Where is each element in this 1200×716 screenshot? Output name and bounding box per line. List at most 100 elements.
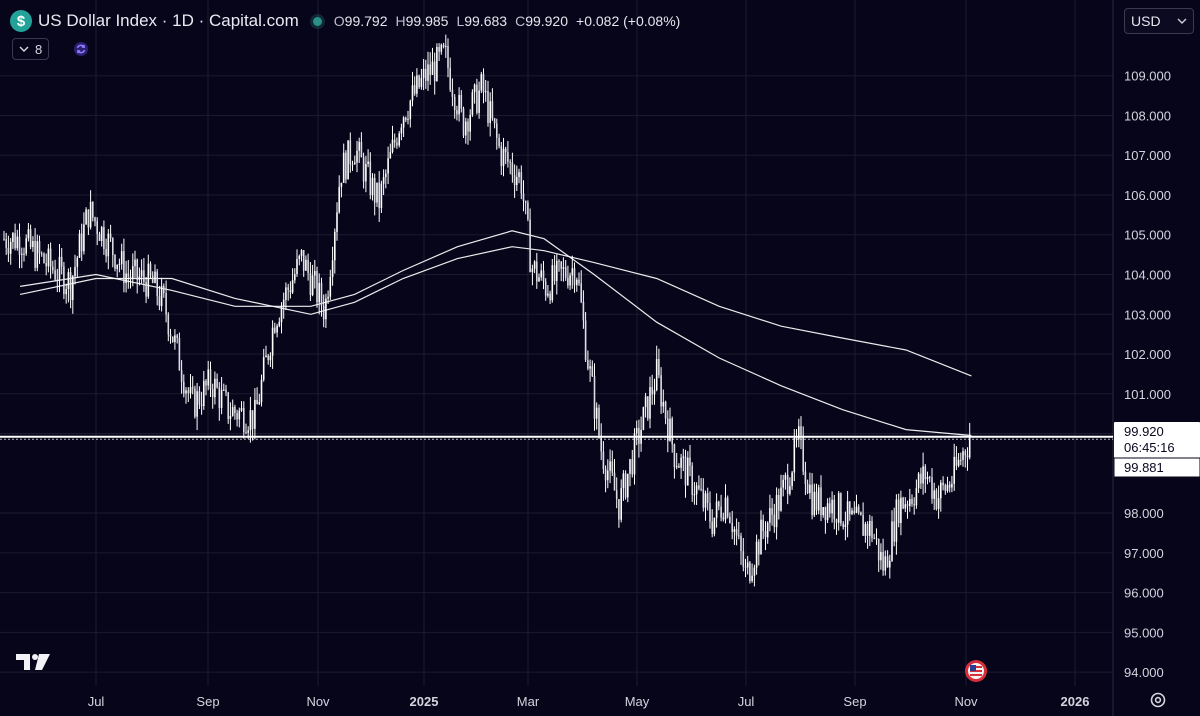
sync-icon[interactable] bbox=[73, 41, 89, 57]
candle-body bbox=[287, 287, 289, 290]
open-value: O99.792 bbox=[334, 13, 388, 29]
candle-body bbox=[700, 488, 702, 490]
candle-body bbox=[174, 335, 176, 342]
candle-body bbox=[802, 435, 804, 472]
x-axis[interactable]: Jul Sep Nov 2025 Mar May Jul Sep Nov 2026 bbox=[88, 694, 1090, 709]
y-tick-label: 102.000 bbox=[1124, 347, 1171, 362]
candle-body bbox=[524, 201, 527, 203]
x-tick-label: Nov bbox=[306, 694, 330, 709]
market-status-icon bbox=[312, 16, 322, 26]
candle-body bbox=[431, 61, 434, 75]
candle-body bbox=[598, 407, 600, 436]
tradingview-logo-icon[interactable] bbox=[16, 652, 52, 672]
candle-body bbox=[56, 279, 59, 281]
candle-body bbox=[78, 233, 81, 258]
candle-body bbox=[196, 391, 198, 417]
candle-body bbox=[165, 293, 167, 315]
candle-body bbox=[407, 119, 409, 121]
x-tick-label: 2026 bbox=[1061, 694, 1090, 709]
candle-body bbox=[409, 100, 412, 120]
candle-body bbox=[471, 92, 474, 115]
candle-body bbox=[43, 253, 45, 263]
candle-body bbox=[709, 503, 711, 522]
candle-body bbox=[25, 238, 27, 254]
candle-body bbox=[822, 507, 824, 516]
candle-body bbox=[542, 270, 545, 282]
candle-body bbox=[134, 259, 136, 267]
y-tick-label: 96.000 bbox=[1124, 586, 1164, 601]
indicators-toggle-button[interactable]: 8 bbox=[12, 38, 50, 60]
candle-body bbox=[844, 524, 847, 527]
candle-body bbox=[220, 389, 223, 408]
candle-body bbox=[76, 257, 79, 267]
candle-body bbox=[16, 236, 19, 249]
candle-body bbox=[116, 264, 118, 269]
y-tick-label: 107.000 bbox=[1124, 148, 1171, 163]
candle-body bbox=[156, 271, 158, 297]
candle-body bbox=[167, 314, 170, 335]
candle-body bbox=[764, 531, 767, 538]
candle-body bbox=[551, 265, 554, 301]
candle-body bbox=[740, 535, 742, 552]
candle-body bbox=[891, 521, 893, 561]
candle-body bbox=[371, 177, 374, 196]
x-tick-label: Jul bbox=[88, 694, 105, 709]
candle-body bbox=[154, 271, 156, 283]
candle-body bbox=[280, 306, 283, 322]
candle-body bbox=[917, 473, 920, 489]
candle-body bbox=[509, 161, 511, 163]
symbol-title[interactable]: US Dollar Index · 1D · Capital.com bbox=[38, 11, 299, 30]
candle-body bbox=[782, 479, 784, 488]
candle-body bbox=[806, 483, 809, 494]
candle-body bbox=[738, 535, 740, 537]
candle-body bbox=[23, 253, 25, 255]
candle-body bbox=[920, 473, 922, 484]
y-axis[interactable]: 109.000 108.000 107.000 106.000 105.000 104.0… bbox=[1124, 69, 1171, 680]
candle-body bbox=[569, 275, 571, 286]
candle-body bbox=[247, 430, 249, 433]
candle-body bbox=[3, 238, 5, 240]
candle-body bbox=[682, 456, 685, 458]
y-tick-label: 101.000 bbox=[1124, 387, 1171, 402]
candle-body bbox=[496, 123, 498, 138]
candle-body bbox=[36, 241, 39, 268]
candle-body bbox=[493, 118, 496, 124]
candle-body bbox=[331, 260, 334, 277]
y-tick-label: 103.000 bbox=[1124, 307, 1171, 322]
candle-body bbox=[851, 510, 853, 514]
candle-body bbox=[347, 140, 349, 180]
candle-body bbox=[118, 263, 121, 265]
candle-body bbox=[529, 219, 531, 273]
candle-body bbox=[944, 485, 947, 491]
candle-body bbox=[786, 474, 789, 494]
candle-body bbox=[189, 387, 192, 394]
candle-body bbox=[205, 380, 207, 386]
candle-body bbox=[620, 488, 622, 520]
settings-gear-icon[interactable] bbox=[1148, 690, 1168, 710]
candle-body bbox=[849, 501, 851, 514]
candle-body bbox=[584, 320, 587, 361]
ohlc-values: O99.792 H99.985 L99.683 C99.920 +0.082 (… bbox=[334, 13, 681, 29]
candle-body bbox=[609, 461, 611, 471]
candle-body bbox=[880, 552, 882, 561]
candle-body bbox=[191, 387, 194, 389]
candle-body bbox=[203, 380, 205, 406]
candle-body bbox=[433, 61, 436, 81]
x-tick-label: 2025 bbox=[410, 694, 439, 709]
candle-body bbox=[631, 459, 634, 475]
candle-body bbox=[826, 503, 829, 521]
candle-body bbox=[342, 152, 345, 183]
currency-select[interactable]: USD bbox=[1124, 8, 1194, 34]
candle-body bbox=[926, 477, 929, 480]
candle-body bbox=[615, 490, 618, 499]
candle-body bbox=[860, 512, 862, 516]
x-tick-label: Jul bbox=[738, 694, 755, 709]
candle-body bbox=[29, 229, 32, 247]
candle-body bbox=[582, 301, 585, 321]
candle-body bbox=[351, 164, 354, 166]
candle-body bbox=[7, 247, 10, 254]
candle-body bbox=[593, 376, 596, 419]
us-flag-events-icon[interactable] bbox=[962, 659, 992, 685]
moving-averages bbox=[19, 230, 972, 437]
